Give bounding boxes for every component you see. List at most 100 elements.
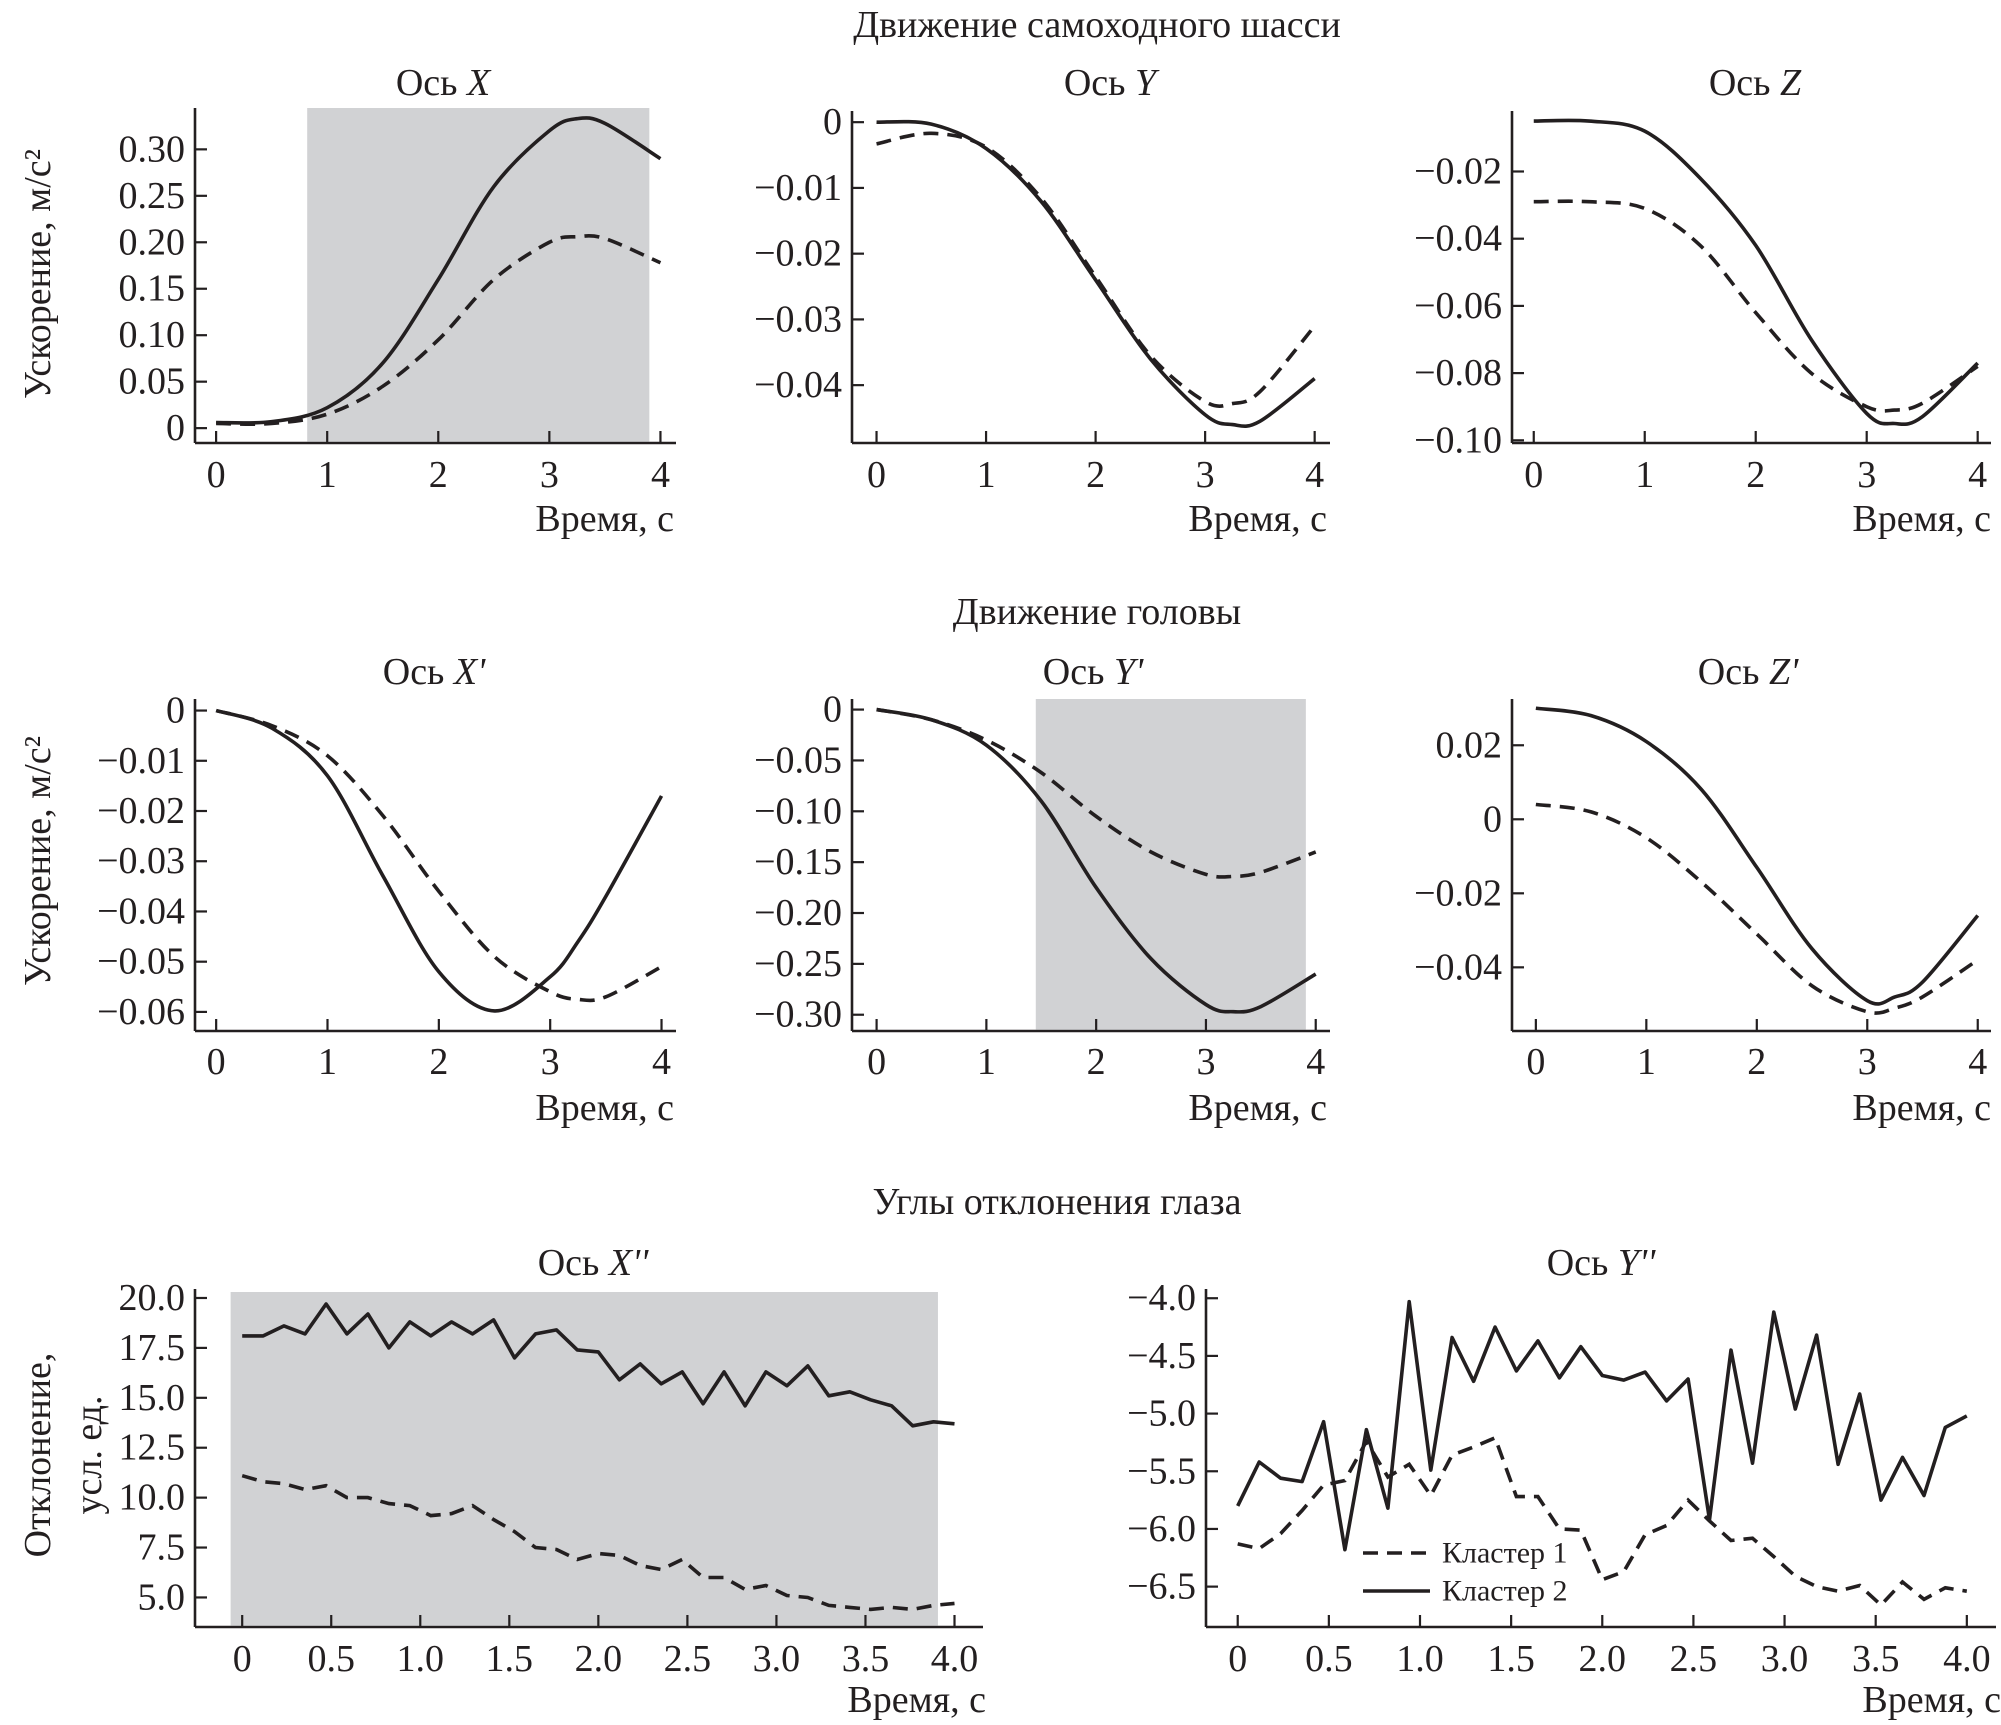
x-tick-label: 0 <box>233 1638 252 1680</box>
y-tick-label: −0.01 <box>754 167 842 209</box>
legend: Кластер 1 Кластер 2 <box>1363 1537 1568 1608</box>
y-tick-label: −0.25 <box>754 943 842 985</box>
series-line-dashed <box>876 131 1317 408</box>
x-tick-label: 3.5 <box>842 1638 890 1680</box>
group-title: Углы отклонения глаза <box>873 1181 1242 1223</box>
x-axis-label: Время, с <box>535 498 674 540</box>
x-tick-label: 2 <box>1087 1041 1106 1083</box>
y-tick-label: −0.30 <box>754 994 842 1036</box>
group-title: Движение самоходного шасси <box>853 4 1341 46</box>
subplot-8: 0 0.5 1.0 1.5 2.0 2.5 3.0 3.5 4.0 −4.0 −4.5 −5.0 −5.… <box>1127 1242 2001 1721</box>
x-tick-label: 1 <box>977 454 996 496</box>
x-tick-label: 2.5 <box>664 1638 712 1680</box>
series-line-solid <box>1533 118 1979 427</box>
x-tick-label: 2 <box>1747 1041 1766 1083</box>
shaded-region <box>307 108 650 442</box>
x-tick-label: 4 <box>1305 454 1324 496</box>
subplot-title: Ось Z <box>1709 62 1802 104</box>
x-tick-label: 3 <box>1196 454 1215 496</box>
y-tick-label: −0.05 <box>754 739 842 781</box>
series-line-dashed <box>1533 199 1979 413</box>
y-tick-label: 0 <box>1483 798 1502 840</box>
subplot-title-prefix: Ось <box>1547 1242 1618 1284</box>
x-tick-label: 2 <box>1746 454 1765 496</box>
y-tick-label: 0.20 <box>119 221 186 263</box>
x-axis-label: Время, с <box>535 1087 674 1129</box>
y-tick-label: −0.06 <box>1414 285 1502 327</box>
x-tick-label: 3 <box>1196 1041 1215 1083</box>
y-tick-label: 0 <box>823 101 842 143</box>
y-tick-label: 0.25 <box>119 175 186 217</box>
group-title: Движение головы <box>953 591 1241 633</box>
series-line-dashed <box>1237 1435 1968 1608</box>
subplot-title: Ось X'' <box>538 1242 649 1284</box>
y-tick-label: −0.04 <box>1414 218 1502 260</box>
y-tick-label: −0.05 <box>97 941 185 983</box>
y-tick-label: −0.02 <box>754 233 842 275</box>
x-tick-label: 0 <box>207 454 226 496</box>
x-axis-label: Время, с <box>1862 1679 2001 1721</box>
series-line-solid <box>242 1302 955 1428</box>
y-tick-label: −0.04 <box>754 364 842 406</box>
subplot-title: Ось Y'' <box>1547 1242 1656 1284</box>
subplot-5: 0 1 2 3 4 0 −0.05 −0.10 −0.15 −0.20 −0.25 −0.30 Ось … <box>754 651 1330 1129</box>
x-axis-label: Время, с <box>1188 1087 1327 1129</box>
x-tick-label: 1.0 <box>397 1638 445 1680</box>
x-tick-label: 3 <box>541 1041 560 1083</box>
x-tick-label: 0.5 <box>1305 1638 1353 1680</box>
y-tick-label: −4.0 <box>1127 1277 1196 1319</box>
series-line-solid <box>876 119 1316 429</box>
legend-label: Кластер 1 <box>1442 1537 1568 1570</box>
series-line-dashed <box>215 708 663 1003</box>
x-tick-label: 3 <box>540 454 559 496</box>
series-line-dashed <box>1535 802 1979 1015</box>
y-tick-label: 0.02 <box>1436 724 1503 766</box>
x-tick-label: 1 <box>977 1041 996 1083</box>
series-line-solid <box>1236 1299 1968 1552</box>
y-tick-label: −5.0 <box>1127 1393 1196 1435</box>
y-tick-label: −0.10 <box>754 790 842 832</box>
x-tick-label: 4 <box>651 454 670 496</box>
series-line-dashed <box>216 233 662 426</box>
y-tick-label: −0.03 <box>97 840 185 882</box>
x-tick-label: 3.0 <box>753 1638 801 1680</box>
subplot-title-prefix: Ось <box>538 1242 609 1284</box>
x-tick-label: 4.0 <box>1943 1638 1991 1680</box>
subplot-title: Ось X' <box>383 651 486 693</box>
y-tick-label: −5.5 <box>1127 1450 1196 1492</box>
x-tick-label: 1 <box>318 454 337 496</box>
x-tick-label: 1 <box>1635 454 1654 496</box>
x-tick-label: 0 <box>207 1041 226 1083</box>
y-axis-label: Ускорение, м/с² <box>17 149 59 399</box>
y-tick-label: 0.05 <box>119 361 186 403</box>
shaded-region <box>230 1291 938 1626</box>
subplot-title-prefix: Ось <box>1698 651 1769 693</box>
x-tick-label: 3 <box>1858 1041 1877 1083</box>
subplot-title-axis: Y <box>1135 62 1160 104</box>
series-line-dashed <box>876 707 1317 879</box>
y-tick-label: 0 <box>166 690 185 732</box>
subplot-7: 0 0.5 1.0 1.5 2.0 2.5 3.0 3.5 4.0 5.0 7.5 10.0 12.5 1… <box>17 1242 986 1721</box>
y-tick-label: 7.5 <box>138 1527 186 1569</box>
subplot-title-axis: Y'' <box>1618 1242 1656 1284</box>
x-axis-label: Время, с <box>1188 498 1327 540</box>
x-tick-label: 3.0 <box>1761 1638 1809 1680</box>
y-tick-label: 15.0 <box>119 1377 186 1419</box>
x-tick-label: 4 <box>1968 1041 1987 1083</box>
x-tick-label: 2 <box>429 1041 448 1083</box>
x-tick-label: 3.5 <box>1852 1638 1900 1680</box>
subplot-title-prefix: Ось <box>396 62 467 104</box>
x-tick-label: 2 <box>1086 454 1105 496</box>
subplot-title: Ось X <box>396 62 492 104</box>
x-tick-label: 3 <box>1857 454 1876 496</box>
y-tick-label: 0 <box>166 407 185 449</box>
x-tick-label: 2.0 <box>575 1638 623 1680</box>
y-tick-label: 0 <box>823 689 842 731</box>
y-tick-label: 5.0 <box>138 1576 186 1618</box>
subplot-4: 0 1 2 3 4 0 −0.01 −0.02 −0.03 −0.04 −0.05 −0.06 Ось … <box>17 651 676 1129</box>
subplot-title-prefix: Ось <box>1064 62 1135 104</box>
x-tick-label: 2.0 <box>1579 1638 1627 1680</box>
x-tick-label: 0 <box>867 1041 886 1083</box>
x-tick-label: 2.5 <box>1670 1638 1718 1680</box>
